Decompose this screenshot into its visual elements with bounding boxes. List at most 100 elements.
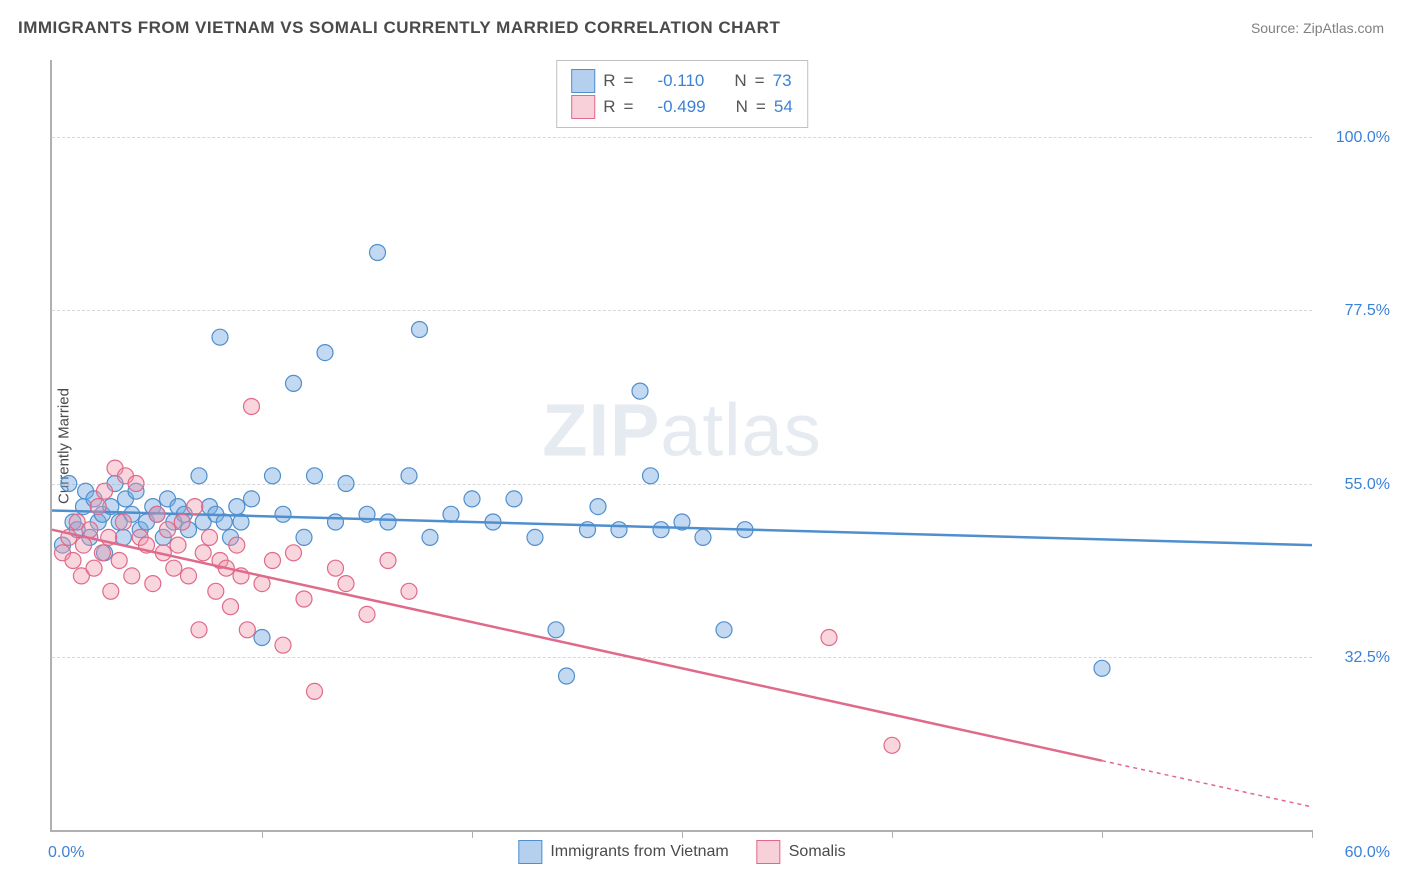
eq: = (624, 97, 634, 117)
scatter-point-somali (223, 599, 239, 615)
eq: = (756, 97, 766, 117)
scatter-point-somali (181, 568, 197, 584)
series-legend: Immigrants from Vietnam Somalis (518, 840, 845, 864)
scatter-point-somali (124, 568, 140, 584)
scatter-point-somali (170, 537, 186, 553)
scatter-point-vietnam (296, 529, 312, 545)
scatter-point-somali (187, 499, 203, 515)
scatter-point-somali (103, 583, 119, 599)
scatter-point-somali (76, 537, 92, 553)
scatter-point-somali (97, 483, 113, 499)
scatter-point-somali (145, 576, 161, 592)
swatch-vietnam-icon (518, 840, 542, 864)
scatter-point-somali (296, 591, 312, 607)
scatter-point-vietnam (401, 468, 417, 484)
scatter-point-somali (359, 606, 375, 622)
y-tick-label: 55.0% (1345, 476, 1390, 494)
scatter-point-vietnam (317, 345, 333, 361)
scatter-point-somali (265, 553, 281, 569)
scatter-point-somali (82, 522, 98, 538)
scatter-point-vietnam (548, 622, 564, 638)
scatter-point-vietnam (61, 476, 77, 492)
legend-item-somali: Somalis (757, 840, 846, 864)
scatter-point-vietnam (559, 668, 575, 684)
scatter-point-vietnam (1094, 660, 1110, 676)
legend-row-vietnam: R = -0.110 N = 73 (571, 69, 793, 93)
legend-label-somali: Somalis (789, 843, 846, 861)
scatter-point-vietnam (191, 468, 207, 484)
scatter-point-somali (111, 553, 127, 569)
scatter-point-somali (160, 522, 176, 538)
swatch-vietnam (571, 69, 595, 93)
scatter-point-somali (884, 737, 900, 753)
scatter-point-vietnam (265, 468, 281, 484)
x-tick (472, 830, 473, 838)
scatter-point-somali (338, 576, 354, 592)
scatter-point-somali (90, 499, 106, 515)
y-tick-label: 77.5% (1345, 302, 1390, 320)
y-tick-label: 100.0% (1336, 129, 1390, 147)
scatter-point-somali (239, 622, 255, 638)
scatter-point-somali (65, 553, 81, 569)
eq: = (624, 71, 634, 91)
scatter-point-vietnam (307, 468, 323, 484)
x-tick (1102, 830, 1103, 838)
scatter-point-somali (149, 506, 165, 522)
x-tick (262, 830, 263, 838)
scatter-point-vietnam (254, 630, 270, 646)
x-tick (892, 830, 893, 838)
swatch-somali (571, 95, 595, 119)
swatch-somali-icon (757, 840, 781, 864)
scatter-point-vietnam (422, 529, 438, 545)
scatter-point-somali (328, 560, 344, 576)
scatter-point-vietnam (338, 476, 354, 492)
scatter-point-vietnam (611, 522, 627, 538)
scatter-point-somali (202, 529, 218, 545)
n-label: N (734, 71, 746, 91)
legend-item-vietnam: Immigrants from Vietnam (518, 840, 728, 864)
scatter-point-vietnam (590, 499, 606, 515)
scatter-point-somali (380, 553, 396, 569)
scatter-point-somali (195, 545, 211, 561)
scatter-point-somali (191, 622, 207, 638)
scatter-point-vietnam (244, 491, 260, 507)
scatter-point-vietnam (643, 468, 659, 484)
scatter-point-somali (86, 560, 102, 576)
eq: = (755, 71, 765, 91)
scatter-point-vietnam (229, 499, 245, 515)
scatter-point-vietnam (286, 375, 302, 391)
scatter-point-somali (229, 537, 245, 553)
source-link[interactable]: ZipAtlas.com (1303, 20, 1384, 36)
scatter-point-vietnam (464, 491, 480, 507)
scatter-point-vietnam (212, 329, 228, 345)
scatter-point-vietnam (527, 529, 543, 545)
correlation-legend: R = -0.110 N = 73 R = -0.499 N = 54 (556, 60, 808, 128)
y-tick-label: 32.5% (1345, 649, 1390, 667)
x-tick (682, 830, 683, 838)
scatter-point-somali (174, 514, 190, 530)
source-credit: Source: ZipAtlas.com (1251, 20, 1384, 36)
chart-plot-area: ZIPatlas 32.5%55.0%77.5%100.0% R = -0.11… (50, 60, 1312, 832)
scatter-point-somali (401, 583, 417, 599)
scatter-point-vietnam (695, 529, 711, 545)
n-label: N (736, 97, 748, 117)
source-label: Source: (1251, 20, 1299, 36)
scatter-point-somali (208, 583, 224, 599)
scatter-point-vietnam (380, 514, 396, 530)
r-label: R (603, 71, 615, 91)
scatter-point-vietnam (506, 491, 522, 507)
regression-line-dashed-somali (1102, 761, 1312, 807)
r-label: R (603, 97, 615, 117)
x-axis-min-label: 0.0% (48, 844, 84, 862)
chart-title: IMMIGRANTS FROM VIETNAM VS SOMALI CURREN… (18, 18, 780, 38)
scatter-point-somali (244, 399, 260, 415)
scatter-point-somali (166, 560, 182, 576)
scatter-point-vietnam (653, 522, 669, 538)
scatter-point-somali (275, 637, 291, 653)
regression-line-somali (52, 530, 1102, 761)
scatter-point-vietnam (328, 514, 344, 530)
x-axis-max-label: 60.0% (1345, 844, 1390, 862)
scatter-svg (52, 60, 1312, 830)
scatter-point-somali (94, 545, 110, 561)
scatter-point-somali (128, 476, 144, 492)
